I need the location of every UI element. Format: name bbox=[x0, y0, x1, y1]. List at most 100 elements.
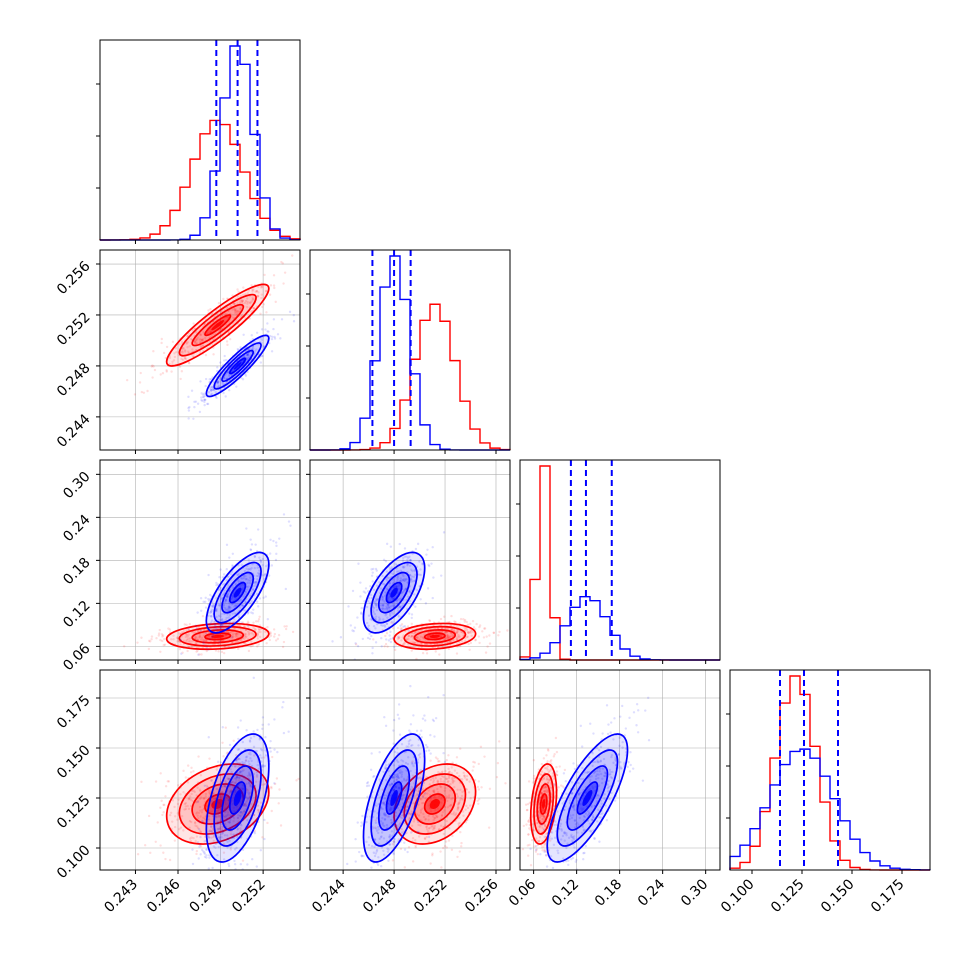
sample-point bbox=[372, 638, 375, 641]
sample-point bbox=[404, 779, 408, 782]
sample-point bbox=[405, 745, 408, 748]
sample-point bbox=[462, 814, 465, 817]
sample-point bbox=[241, 763, 245, 766]
sample-point bbox=[488, 634, 491, 637]
sample-point bbox=[229, 833, 233, 836]
sample-point bbox=[217, 815, 221, 818]
sample-point bbox=[402, 574, 405, 578]
sample-point bbox=[380, 846, 384, 849]
sample-point bbox=[218, 835, 221, 839]
sample-point bbox=[463, 626, 466, 629]
sample-point bbox=[179, 826, 183, 829]
sample-point bbox=[549, 787, 553, 790]
sample-point bbox=[411, 762, 414, 766]
sample-point bbox=[221, 593, 225, 597]
sample-point bbox=[208, 593, 212, 597]
sample-point bbox=[399, 833, 402, 836]
sample-point bbox=[419, 778, 423, 781]
sample-point bbox=[434, 650, 437, 653]
sample-point bbox=[225, 763, 228, 767]
sample-point bbox=[196, 629, 200, 633]
sample-point bbox=[210, 385, 214, 389]
sample-point bbox=[206, 402, 209, 406]
sample-point bbox=[231, 636, 234, 639]
sample-point bbox=[377, 856, 380, 859]
density-peak-series-1 bbox=[233, 587, 242, 598]
sample-point bbox=[429, 862, 432, 865]
panel-3-0 bbox=[99, 669, 301, 871]
sample-point bbox=[204, 606, 208, 609]
sample-point bbox=[525, 808, 529, 812]
sample-point bbox=[243, 593, 246, 596]
sample-point bbox=[457, 635, 460, 639]
sample-point bbox=[445, 634, 449, 637]
sample-point bbox=[234, 632, 237, 635]
sample-point bbox=[217, 650, 220, 653]
scatter-series-0 bbox=[136, 726, 300, 862]
sample-point bbox=[185, 623, 188, 627]
contour-series-0-level-2 bbox=[191, 303, 245, 347]
hist-frame-0 bbox=[99, 39, 301, 241]
sample-point bbox=[543, 823, 547, 826]
sample-point bbox=[446, 636, 449, 639]
sample-point bbox=[443, 638, 447, 641]
sample-point bbox=[180, 814, 184, 818]
sample-point bbox=[236, 785, 239, 789]
sample-point bbox=[589, 830, 592, 834]
sample-point bbox=[266, 618, 270, 621]
sample-point bbox=[187, 796, 191, 800]
sample-point bbox=[555, 774, 559, 777]
sample-point bbox=[211, 827, 215, 831]
sample-point bbox=[467, 631, 470, 634]
sample-point bbox=[416, 636, 419, 639]
sample-point bbox=[360, 824, 363, 828]
sample-point bbox=[208, 856, 211, 859]
sample-point bbox=[242, 775, 245, 778]
sample-point bbox=[181, 350, 184, 353]
sample-point bbox=[462, 618, 465, 621]
sample-point bbox=[381, 582, 384, 586]
sample-point bbox=[492, 631, 496, 635]
sample-point bbox=[161, 639, 164, 643]
sample-point bbox=[392, 788, 395, 791]
sample-point bbox=[597, 773, 600, 776]
sample-point bbox=[199, 835, 202, 839]
sample-point bbox=[291, 254, 294, 257]
sample-point bbox=[217, 384, 221, 388]
sample-point bbox=[232, 820, 235, 823]
sample-point bbox=[225, 795, 228, 798]
sample-point bbox=[410, 616, 413, 620]
sample-point bbox=[430, 824, 433, 828]
sample-point bbox=[239, 599, 243, 602]
sample-point bbox=[394, 648, 397, 652]
sample-point bbox=[238, 776, 241, 780]
sample-point bbox=[192, 417, 195, 420]
sample-point bbox=[228, 743, 232, 747]
sample-point bbox=[222, 755, 225, 758]
sample-point bbox=[418, 752, 422, 755]
sample-point bbox=[167, 627, 170, 630]
sample-point bbox=[253, 813, 256, 817]
sample-point bbox=[531, 803, 535, 806]
sample-point bbox=[193, 822, 197, 825]
sample-point bbox=[439, 777, 442, 781]
sample-point bbox=[233, 863, 237, 866]
sample-point bbox=[177, 639, 180, 643]
sample-point bbox=[401, 636, 404, 639]
sample-point bbox=[229, 848, 232, 851]
sample-point bbox=[380, 835, 383, 838]
sample-point bbox=[273, 335, 276, 339]
sample-point bbox=[207, 309, 210, 312]
sample-point bbox=[271, 755, 274, 759]
sample-point bbox=[261, 716, 265, 719]
sample-point bbox=[231, 612, 234, 615]
sample-point bbox=[416, 542, 420, 546]
sample-point bbox=[435, 642, 439, 646]
sample-point bbox=[251, 296, 254, 299]
sample-point bbox=[244, 601, 247, 604]
sample-point bbox=[239, 811, 242, 814]
sample-point bbox=[364, 591, 367, 594]
sample-point bbox=[420, 798, 423, 801]
sample-point bbox=[381, 788, 385, 791]
sample-point bbox=[390, 808, 393, 811]
